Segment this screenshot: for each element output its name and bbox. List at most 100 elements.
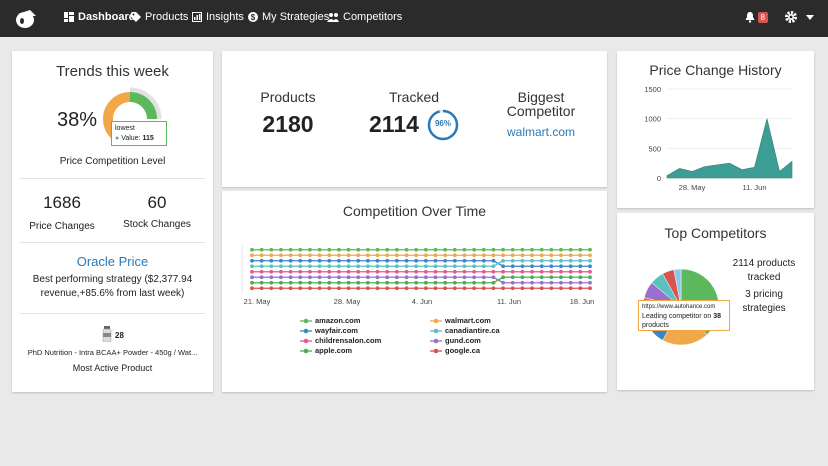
data-point[interactable] (472, 264, 477, 269)
data-point[interactable] (539, 275, 544, 280)
data-point[interactable] (269, 264, 274, 269)
data-point[interactable] (423, 247, 428, 252)
data-point[interactable] (443, 269, 448, 274)
data-point[interactable] (259, 253, 264, 258)
data-point[interactable] (414, 275, 419, 280)
data-point[interactable] (423, 264, 428, 269)
data-point[interactable] (394, 286, 399, 291)
data-point[interactable] (414, 280, 419, 285)
data-point[interactable] (308, 280, 312, 285)
data-point[interactable] (375, 280, 380, 285)
data-point[interactable] (423, 258, 428, 263)
data-point[interactable] (443, 280, 448, 285)
data-point[interactable] (356, 280, 361, 285)
data-point[interactable] (501, 275, 505, 280)
data-point[interactable] (365, 269, 370, 274)
data-point[interactable] (394, 253, 399, 258)
data-point[interactable] (433, 275, 438, 280)
data-point[interactable] (462, 269, 467, 274)
nav-insights[interactable]: Insights (192, 11, 244, 23)
data-point[interactable] (452, 286, 457, 291)
data-point[interactable] (520, 258, 525, 263)
data-point[interactable] (327, 275, 332, 280)
data-point[interactable] (472, 269, 477, 274)
data-point[interactable] (327, 253, 332, 258)
data-point[interactable] (337, 269, 341, 274)
data-point[interactable] (337, 247, 341, 252)
data-point[interactable] (269, 247, 274, 252)
data-point[interactable] (520, 253, 525, 258)
data-point[interactable] (578, 253, 583, 258)
data-point[interactable] (414, 258, 419, 263)
data-point[interactable] (365, 264, 370, 269)
data-point[interactable] (250, 275, 254, 280)
data-point[interactable] (269, 258, 274, 263)
data-point[interactable] (346, 286, 351, 291)
data-point[interactable] (356, 253, 361, 258)
data-point[interactable] (317, 258, 322, 263)
data-point[interactable] (520, 275, 525, 280)
data-point[interactable] (375, 258, 380, 263)
data-point[interactable] (433, 286, 438, 291)
data-point[interactable] (481, 286, 486, 291)
data-point[interactable] (279, 247, 283, 252)
data-point[interactable] (404, 253, 409, 258)
data-point[interactable] (385, 247, 390, 252)
data-point[interactable] (394, 275, 399, 280)
data-point[interactable] (433, 253, 438, 258)
data-point[interactable] (501, 286, 505, 291)
data-point[interactable] (510, 275, 515, 280)
data-point[interactable] (414, 264, 419, 269)
data-point[interactable] (279, 253, 283, 258)
data-point[interactable] (549, 269, 554, 274)
data-point[interactable] (452, 264, 457, 269)
data-point[interactable] (462, 253, 467, 258)
nav-competitors[interactable]: Competitors (327, 11, 402, 23)
data-point[interactable] (308, 253, 312, 258)
data-point[interactable] (501, 280, 505, 285)
data-point[interactable] (298, 253, 303, 258)
data-point[interactable] (288, 264, 293, 269)
data-point[interactable] (327, 258, 332, 263)
data-point[interactable] (452, 253, 457, 258)
data-point[interactable] (337, 264, 341, 269)
data-point[interactable] (356, 258, 361, 263)
data-point[interactable] (404, 264, 409, 269)
data-point[interactable] (346, 247, 351, 252)
data-point[interactable] (549, 264, 554, 269)
data-point[interactable] (530, 269, 534, 274)
data-point[interactable] (298, 286, 303, 291)
data-point[interactable] (308, 275, 312, 280)
data-point[interactable] (443, 264, 448, 269)
data-point[interactable] (365, 258, 370, 263)
data-point[interactable] (568, 280, 573, 285)
data-point[interactable] (559, 280, 563, 285)
data-point[interactable] (298, 247, 303, 252)
data-point[interactable] (269, 253, 274, 258)
data-point[interactable] (588, 247, 592, 252)
data-point[interactable] (375, 247, 380, 252)
data-point[interactable] (375, 286, 380, 291)
data-point[interactable] (559, 286, 563, 291)
data-point[interactable] (308, 264, 312, 269)
data-point[interactable] (346, 258, 351, 263)
data-point[interactable] (269, 280, 274, 285)
data-point[interactable] (510, 264, 515, 269)
most-active-product-name[interactable]: PhD Nutrition - Intra BCAA+ Powder - 450… (27, 348, 198, 357)
data-point[interactable] (375, 253, 380, 258)
data-point[interactable] (491, 258, 496, 263)
data-point[interactable] (491, 275, 496, 280)
data-point[interactable] (568, 286, 573, 291)
data-point[interactable] (394, 280, 399, 285)
data-point[interactable] (288, 247, 293, 252)
data-point[interactable] (433, 280, 438, 285)
data-point[interactable] (462, 258, 467, 263)
data-point[interactable] (491, 269, 496, 274)
data-point[interactable] (501, 247, 505, 252)
data-point[interactable] (578, 247, 583, 252)
data-point[interactable] (520, 264, 525, 269)
data-point[interactable] (394, 264, 399, 269)
strategy-name-link[interactable]: Oracle Price (76, 254, 149, 269)
data-point[interactable] (588, 258, 592, 263)
data-point[interactable] (588, 280, 592, 285)
